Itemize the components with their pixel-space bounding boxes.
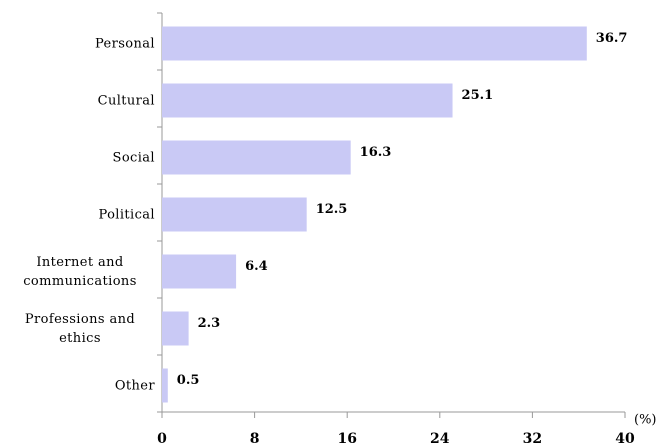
- category-label: Internet and communications: [23, 254, 137, 289]
- category-label: Personal: [94, 36, 155, 51]
- category-label-box: Personal: [5, 34, 155, 53]
- x-tick-label: 32: [523, 431, 542, 447]
- category-label-box: Professions and ethics: [5, 310, 155, 348]
- category-label: Cultural: [97, 93, 155, 108]
- bar: [162, 197, 307, 232]
- x-tick-label: 24: [430, 431, 450, 447]
- bar: [162, 254, 237, 289]
- bar: [162, 140, 351, 175]
- bar: [162, 83, 453, 118]
- bar: [162, 368, 168, 403]
- x-tick-label: 40: [615, 431, 635, 447]
- category-label-box: Other: [5, 376, 155, 395]
- value-label: 2.3: [198, 316, 221, 331]
- bar: [162, 26, 587, 61]
- value-label: 16.3: [360, 145, 392, 160]
- category-label: Political: [98, 207, 155, 222]
- x-axis-label: (%): [634, 413, 657, 428]
- value-label: 6.4: [245, 259, 268, 274]
- category-label: Other: [114, 378, 155, 393]
- bar: [162, 311, 189, 346]
- value-label: 25.1: [462, 88, 494, 103]
- category-label-box: Internet and communications: [5, 253, 155, 291]
- value-label: 36.7: [596, 31, 628, 46]
- category-label-box: Political: [5, 205, 155, 224]
- category-label-box: Social: [5, 148, 155, 167]
- value-label: 12.5: [316, 202, 348, 217]
- category-label-box: Cultural: [5, 91, 155, 110]
- value-label: 0.5: [177, 373, 200, 388]
- x-tick-label: 8: [250, 431, 260, 447]
- category-label: Social: [112, 150, 155, 165]
- x-tick-label: 0: [157, 431, 167, 447]
- x-tick-label: 16: [337, 431, 356, 447]
- category-label: Professions and ethics: [24, 311, 136, 346]
